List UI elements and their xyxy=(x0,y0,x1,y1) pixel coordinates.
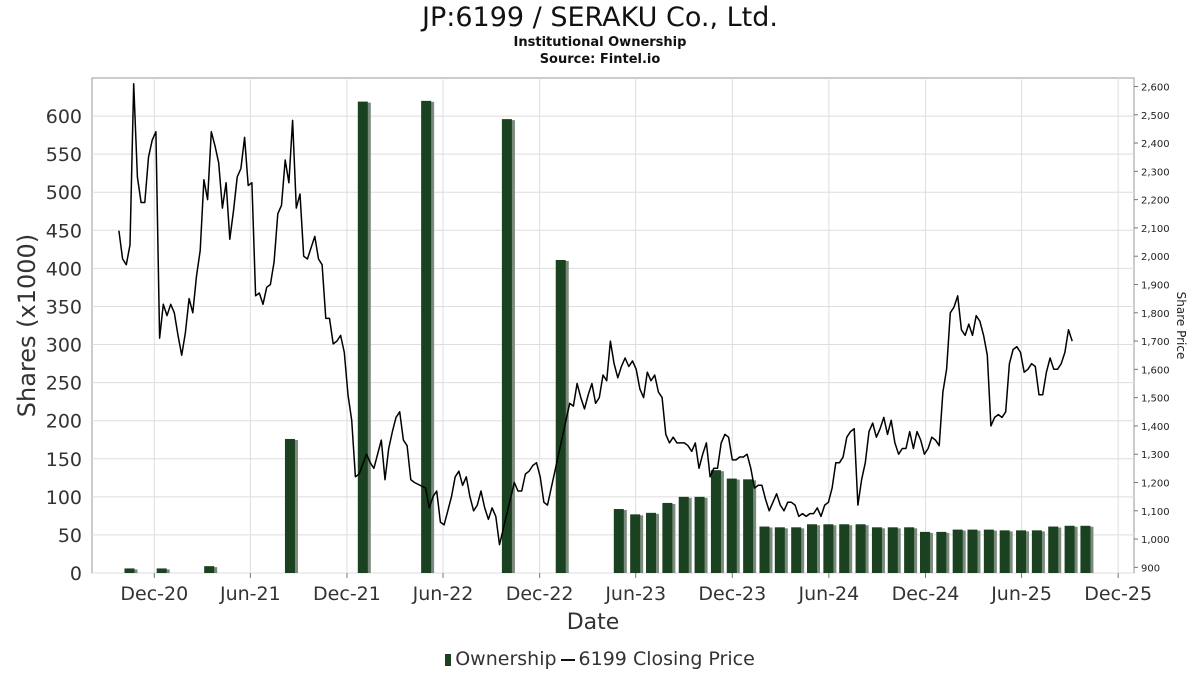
ownership-bar xyxy=(694,496,705,573)
ownership-bar xyxy=(1064,525,1075,573)
axes: 0 50 100 150 200 250 300 350 400 450 500 550 600 Dec-… xyxy=(13,82,1188,635)
y-tick-label: 200 xyxy=(46,411,82,433)
y-tick-label: 450 xyxy=(46,220,82,242)
price-line-group xyxy=(118,82,1073,546)
ownership-bar xyxy=(967,529,978,573)
y-tick-label: 300 xyxy=(46,335,82,357)
ownership-bar xyxy=(662,502,673,573)
ownership-bar xyxy=(1048,526,1059,573)
y2-tick-label: 1,100 xyxy=(1141,507,1170,518)
ownership-bar xyxy=(791,527,802,573)
x-axis-title: Date xyxy=(567,610,620,635)
y-axis-title: Shares (x1000) xyxy=(13,234,41,417)
ownership-legend-label: Ownership xyxy=(455,648,557,670)
y-tick-label: 150 xyxy=(46,449,82,471)
x-tick-label: Dec-20 xyxy=(120,583,188,605)
ownership-bar xyxy=(710,470,721,573)
x-tick-label: Jun-22 xyxy=(412,583,474,605)
ownership-bar xyxy=(124,568,135,573)
ownership-bar xyxy=(936,531,947,573)
price-line xyxy=(118,82,1073,546)
y2-tick-label: 1,200 xyxy=(1141,478,1170,489)
ownership-bar xyxy=(156,568,167,573)
ownership-bar xyxy=(284,438,295,573)
x-tick-label: Jun-23 xyxy=(604,583,666,605)
y-tick-label: 100 xyxy=(46,487,82,509)
y2-tick-label: 2,000 xyxy=(1141,252,1170,263)
chart-legend: Ownership 6199 Closing Price xyxy=(0,648,1200,670)
y-tick-label: 600 xyxy=(46,106,82,128)
x-tick-label: Jun-25 xyxy=(990,583,1052,605)
ownership-bar xyxy=(952,529,963,573)
ownership-bar xyxy=(807,524,818,573)
ownership-bar xyxy=(678,496,689,573)
y-tick-label: 0 xyxy=(70,563,82,585)
y2-tick-label: 2,400 xyxy=(1141,139,1170,150)
ownership-legend-swatch xyxy=(445,653,452,666)
ownership-bars xyxy=(124,100,1094,573)
x-tick-label: Dec-25 xyxy=(1084,583,1152,605)
ownership-bar xyxy=(646,512,657,573)
y2-tick-label: 1,500 xyxy=(1141,394,1170,405)
ownership-bar xyxy=(726,478,737,573)
grid-lines xyxy=(91,77,1135,574)
y-tick-label: 500 xyxy=(46,182,82,204)
ownership-bar xyxy=(1016,530,1027,573)
y2-tick-label: 2,300 xyxy=(1141,167,1170,178)
ownership-bar xyxy=(759,526,770,573)
x-tick-label: Dec-24 xyxy=(892,583,960,605)
y2-tick-label: 2,600 xyxy=(1141,82,1170,93)
y2-tick-label: 2,100 xyxy=(1141,224,1170,235)
ownership-bar xyxy=(555,260,566,573)
ownership-bar xyxy=(1080,525,1091,573)
ownership-bar xyxy=(613,509,624,573)
chart-title: JP:6199 / SERAKU Co., Ltd. xyxy=(422,2,778,33)
ownership-bar xyxy=(823,524,834,573)
ownership-bar xyxy=(871,527,882,573)
y-tick-label: 550 xyxy=(46,144,82,166)
y-tick-label: 350 xyxy=(46,296,82,318)
ownership-chart: 0 50 100 150 200 250 300 350 400 450 500 550 600 Dec-… xyxy=(13,77,1188,635)
ownership-bar xyxy=(855,524,866,573)
ownership-bar xyxy=(204,566,215,573)
ownership-bar xyxy=(887,527,898,573)
y2-tick-label: 900 xyxy=(1141,563,1160,574)
ownership-bar xyxy=(743,479,754,573)
y2-tick-label: 1,000 xyxy=(1141,535,1170,546)
y2-tick-label: 2,500 xyxy=(1141,111,1170,122)
x-tick-label: Dec-23 xyxy=(698,583,766,605)
y2-tick-label: 1,700 xyxy=(1141,337,1170,348)
y2-tick-label: 1,800 xyxy=(1141,309,1170,320)
y2-tick-label: 2,200 xyxy=(1141,196,1170,207)
x-tick-label: Jun-21 xyxy=(219,583,281,605)
ownership-bar xyxy=(357,101,368,573)
chart-subtitle: Institutional Ownership xyxy=(513,35,687,50)
y2-tick-label: 1,300 xyxy=(1141,450,1170,461)
y2-tick-label: 1,600 xyxy=(1141,365,1170,376)
y-tick-label: 50 xyxy=(58,525,82,547)
ownership-bar xyxy=(839,524,850,573)
ownership-bar xyxy=(630,514,641,573)
price-legend-label: 6199 Closing Price xyxy=(578,648,755,670)
ownership-bar xyxy=(983,529,994,573)
ownership-bar xyxy=(999,530,1010,573)
price-legend-swatch xyxy=(560,658,575,661)
ownership-bar xyxy=(904,527,915,573)
plot-area xyxy=(91,77,1135,574)
ownership-bar xyxy=(919,531,930,573)
y2-tick-label: 1,400 xyxy=(1141,422,1170,433)
x-tick-label: Jun-24 xyxy=(798,583,860,605)
ownership-bar xyxy=(774,527,785,573)
ownership-bar xyxy=(1031,530,1042,573)
y2-axis-title: Share Price xyxy=(1174,292,1188,360)
y2-tick-label: 1,900 xyxy=(1141,280,1170,291)
ownership-bar xyxy=(501,119,512,573)
y-tick-label: 400 xyxy=(46,258,82,280)
x-tick-label: Dec-21 xyxy=(313,583,381,605)
chart-source: Source: Fintel.io xyxy=(539,52,661,67)
y-tick-label: 250 xyxy=(46,373,82,395)
x-tick-label: Dec-22 xyxy=(506,583,574,605)
ownership-bar xyxy=(421,100,432,573)
